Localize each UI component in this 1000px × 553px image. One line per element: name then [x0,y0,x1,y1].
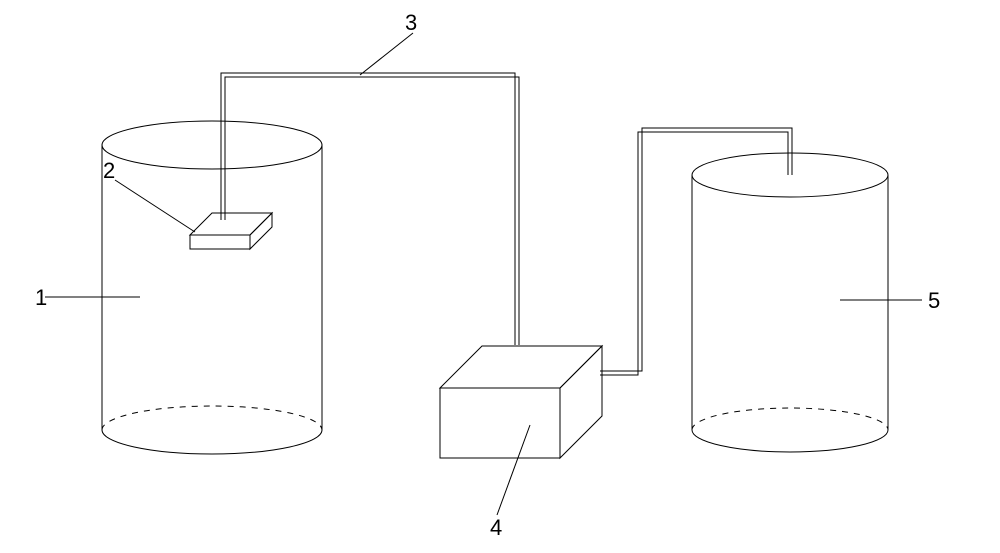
label-1: 1 [35,285,47,310]
label-3: 3 [405,10,417,35]
leaders [45,33,922,515]
cylinder-1 [102,121,322,454]
label-2: 2 [103,158,115,183]
box-4 [440,346,602,458]
label-4: 4 [490,515,502,540]
labels: 1 2 3 4 5 [35,10,940,540]
pipe-box-to-cyl5 [600,128,792,375]
cylinder-5 [692,153,888,452]
pipe-3 [221,73,519,345]
label-5: 5 [928,288,940,313]
diagram-svg: 1 2 3 4 5 [0,0,1000,553]
slab-2 [190,213,272,249]
